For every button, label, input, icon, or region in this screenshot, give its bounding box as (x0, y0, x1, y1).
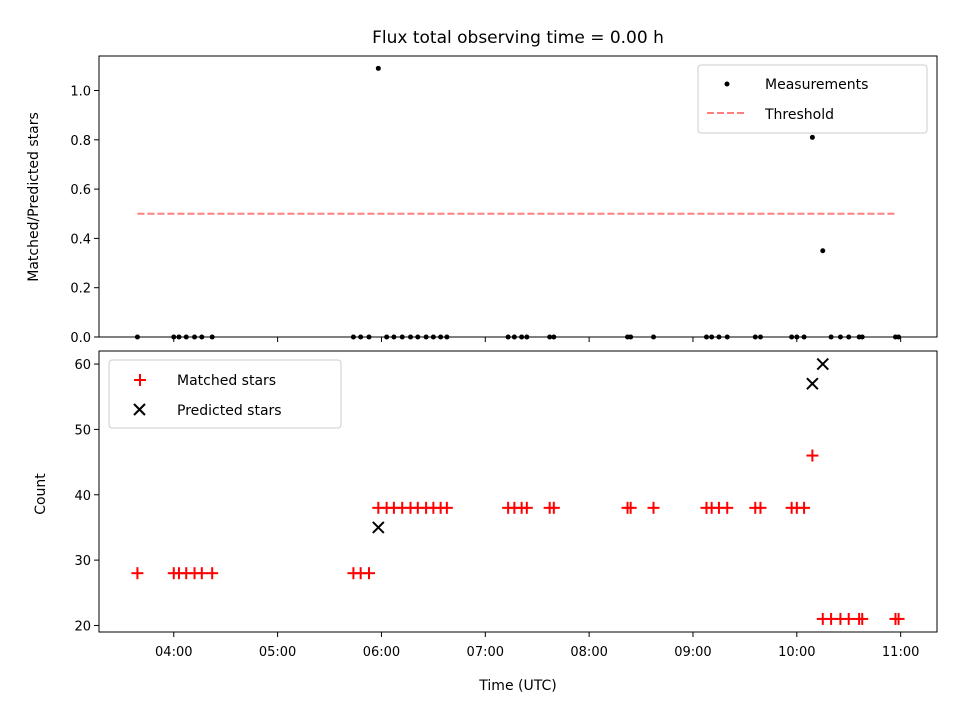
y-tick-label: 0.8 (70, 134, 91, 149)
top-legend: Measurements Threshold (697, 64, 928, 134)
matched-star-point (856, 612, 869, 625)
matched-star-point (624, 501, 637, 514)
y-tick-label: 20 (74, 619, 91, 634)
x-tick-label: 04:00 (155, 645, 192, 660)
chart-title: Flux total observing time = 0.00 h (372, 28, 664, 48)
y-tick-label: 40 (74, 489, 91, 504)
matched-star-point (892, 612, 905, 625)
y-tick-label: 50 (74, 423, 91, 438)
x-axis-label: Time (UTC) (478, 678, 556, 694)
top-y-axis-label: Matched/Predicted stars (26, 112, 42, 282)
measurement-point (820, 248, 826, 254)
bottom-y-axis-label: Count (33, 473, 49, 515)
matched-star-point (362, 567, 375, 580)
bottom-legend-box (108, 359, 342, 429)
predicted-star-point (372, 521, 385, 534)
matched-star-point (842, 612, 855, 625)
legend-matched-label: Matched stars (177, 373, 276, 389)
bottom-axes: 20 30 40 50 60 04:00 05:00 06:00 07:00 08:00 09:0… (33, 350, 938, 694)
top-y-ticks: 0.0 0.2 0.4 0.6 0.8 1.0 (70, 85, 99, 346)
bottom-x-ticks: 04:00 05:00 06:00 07:00 08:00 09:00 10:00 11:00 (155, 632, 919, 660)
y-tick-label: 0.6 (70, 183, 91, 198)
matched-star-point (798, 501, 811, 514)
bottom-plot-area (131, 357, 905, 625)
legend-measurements-marker (724, 81, 730, 87)
top-axes: 0.0 0.2 0.4 0.6 0.8 1.0 Matched/Predicted sta… (26, 55, 938, 346)
matched-star-point (754, 501, 767, 514)
matched-star-point (721, 501, 734, 514)
x-tick-label: 08:00 (570, 645, 607, 660)
matched-star-point (806, 449, 819, 462)
legend-threshold-label: Threshold (764, 107, 834, 123)
x-tick-label: 07:00 (467, 645, 504, 660)
matched-star-point (131, 567, 144, 580)
y-tick-label: 60 (74, 358, 91, 373)
legend-predicted-marker (133, 403, 146, 416)
y-tick-label: 0.4 (70, 232, 91, 247)
x-tick-label: 06:00 (363, 645, 400, 660)
x-tick-label: 09:00 (674, 645, 711, 660)
top-axes-frame (98, 55, 938, 338)
top-legend-box (697, 64, 928, 134)
matched-star-point (547, 501, 560, 514)
y-tick-label: 0.2 (70, 282, 91, 297)
matched-star-point (520, 501, 533, 514)
matched-star-point (647, 501, 660, 514)
measurement-point (375, 65, 381, 71)
matched-star-point (206, 567, 219, 580)
predicted-star-point (806, 377, 819, 390)
x-tick-label: 10:00 (778, 645, 815, 660)
y-tick-label: 0.0 (70, 331, 91, 346)
matched-star-point (195, 567, 208, 580)
x-tick-label: 05:00 (259, 645, 296, 660)
matched-star-point (440, 501, 453, 514)
measurement-point (809, 134, 815, 140)
predicted-star-point (816, 357, 829, 371)
legend-predicted-label: Predicted stars (177, 403, 282, 419)
bottom-axes-frame (98, 350, 938, 633)
top-x-ticks (173, 337, 902, 342)
bottom-y-ticks: 20 30 40 50 60 (74, 358, 99, 634)
y-tick-label: 30 (74, 554, 91, 569)
x-tick-label: 11:00 (882, 645, 919, 660)
bottom-legend: Matched stars Predicted stars (108, 359, 342, 429)
legend-matched-marker (134, 374, 146, 386)
legend-measurements-label: Measurements (765, 77, 868, 93)
y-tick-label: 1.0 (70, 85, 91, 100)
